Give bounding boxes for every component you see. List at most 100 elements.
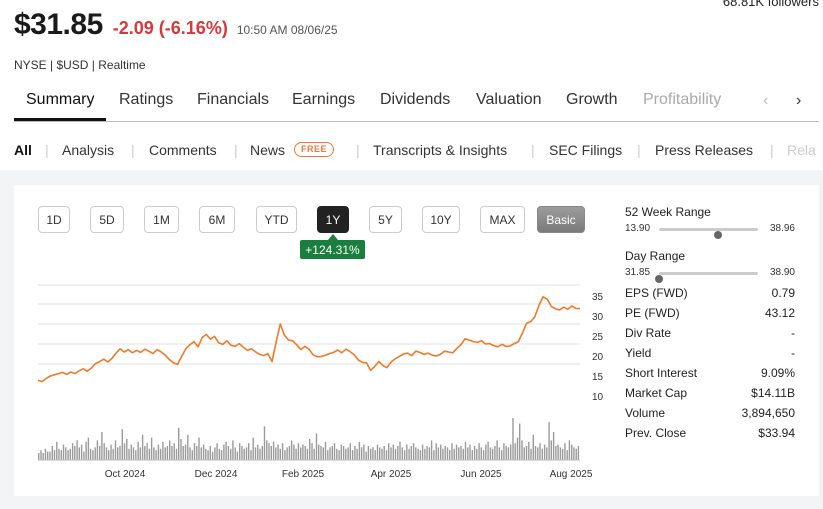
volume-bar	[214, 447, 216, 460]
volume-bar	[571, 444, 573, 460]
volume-bar	[564, 443, 566, 460]
filter-sec-filings[interactable]: SEC Filings	[549, 142, 623, 158]
volume-bar	[110, 444, 112, 460]
content-filter-nav: All | Analysis | Comments | News FREE | …	[14, 141, 823, 161]
volume-bar	[74, 446, 76, 460]
range-1y-button[interactable]: 1Y	[317, 206, 349, 233]
volume-bar	[552, 432, 555, 460]
volume-bar	[263, 426, 266, 460]
x-tick-label: Dec 2024	[195, 469, 238, 480]
filter-comments[interactable]: Comments	[149, 142, 217, 158]
volume-bar	[114, 440, 117, 460]
basic-chart-toggle[interactable]: Basic	[537, 206, 585, 233]
range-5y-button[interactable]: 5Y	[369, 206, 402, 233]
volume-bar	[225, 441, 227, 460]
volume-bar	[478, 443, 480, 460]
volume-bar	[250, 450, 252, 460]
exchange-info: NYSE | $USD | Realtime	[14, 58, 146, 72]
volume-bar	[347, 447, 349, 460]
filter-related[interactable]: Rela	[787, 142, 816, 158]
volume-bar	[105, 447, 108, 460]
volume-bar	[211, 451, 214, 460]
volume-bar	[313, 448, 315, 460]
stat-rows: EPS (FWD) 0.79 PE (FWD) 43.12 Div Rate - Yi…	[625, 286, 795, 456]
day-track	[655, 272, 758, 283]
stat-label: Volume	[625, 406, 666, 420]
tab-financials[interactable]: Financials	[197, 91, 270, 108]
volume-bar	[516, 437, 519, 460]
week52-high: 38.96	[769, 223, 795, 234]
filter-news[interactable]: News	[250, 142, 286, 158]
volume-bar	[342, 446, 345, 460]
volume-bar	[428, 447, 431, 460]
volume-bar	[71, 443, 74, 460]
volume-bar	[372, 447, 374, 460]
range-10y-button[interactable]: 10Y	[422, 206, 460, 233]
volume-bar	[480, 447, 482, 460]
volume-bar	[148, 448, 151, 460]
range-1d-button[interactable]: 1D	[38, 206, 70, 233]
stat-label: Prev. Close	[625, 426, 687, 440]
volume-bar	[365, 451, 367, 460]
volume-bar	[65, 447, 67, 460]
volume-bar	[119, 446, 121, 460]
volume-bar	[482, 450, 485, 460]
active-tab-indicator	[14, 118, 106, 121]
volume-bar	[281, 443, 284, 460]
volume-bar	[171, 446, 173, 460]
volume-bar	[331, 446, 333, 460]
stat-row: Volume 3,894,650	[625, 406, 795, 422]
key-stats-panel: 52 Week Range 13.90 38.96 Day Range 31.8…	[625, 205, 795, 456]
tab-growth[interactable]: Growth	[566, 91, 618, 108]
filter-analysis[interactable]: Analysis	[62, 142, 115, 158]
volume-bar	[85, 441, 87, 460]
range-max-button[interactable]: MAX	[480, 206, 525, 233]
y-tick-label: 15	[592, 372, 604, 383]
volume-bar	[455, 444, 458, 460]
filter-press-releases[interactable]: Press Releases	[655, 142, 754, 158]
tab-valuation[interactable]: Valuation	[476, 91, 542, 108]
price-chart[interactable]: 35 30 25 20 15 10 Oct 2024 Dec 2024 Feb 2025 Apr…	[30, 280, 605, 482]
volume-bar	[286, 447, 288, 460]
range-6m-button[interactable]: 6M	[199, 206, 235, 233]
filter-transcripts[interactable]: Transcripts & Insights	[373, 142, 508, 158]
volume-bar	[96, 440, 99, 460]
volume-bar	[311, 443, 313, 460]
volume-bar	[284, 450, 286, 460]
volume-bar	[220, 450, 223, 460]
volume-bar	[230, 448, 232, 460]
volume-bar	[297, 443, 300, 460]
volume-bar	[196, 446, 198, 460]
range-1m-button[interactable]: 1M	[144, 206, 179, 233]
day-marker	[655, 275, 663, 283]
free-badge: FREE	[294, 142, 335, 157]
volume-bar	[218, 448, 221, 460]
performance-caret	[328, 234, 338, 240]
volume-bar	[191, 450, 193, 460]
chevron-right-icon[interactable]: ›	[796, 92, 802, 109]
stat-label: EPS (FWD)	[625, 286, 688, 300]
tab-summary[interactable]: Summary	[26, 91, 95, 108]
filter-all[interactable]: All	[14, 142, 32, 158]
tab-earnings[interactable]: Earnings	[292, 91, 356, 108]
range-5d-button[interactable]: 5D	[90, 206, 124, 233]
volume-bar	[550, 440, 552, 460]
range-ytd-button[interactable]: YTD	[256, 206, 297, 233]
volume-bar	[182, 446, 184, 460]
volume-bar	[290, 440, 293, 460]
tab-profitability[interactable]: Profitability	[643, 91, 722, 108]
chevron-left-icon[interactable]: ‹	[763, 92, 769, 109]
y-tick-label: 10	[592, 392, 604, 403]
volume-bar	[351, 450, 354, 460]
main-tabs: Summary Ratings Financials Earnings Divi…	[14, 88, 819, 122]
day-range-label: Day Range	[625, 249, 686, 263]
week52-range-label: 52 Week Range	[625, 205, 711, 219]
volume-bar	[162, 441, 164, 460]
volume-bar	[257, 444, 259, 460]
volume-bar	[322, 447, 324, 460]
week52-marker	[714, 231, 723, 239]
tab-dividends[interactable]: Dividends	[380, 91, 451, 108]
followers-count: 68.81K followers	[722, 0, 819, 9]
tab-ratings[interactable]: Ratings	[119, 91, 174, 108]
volume-bar	[435, 443, 437, 460]
